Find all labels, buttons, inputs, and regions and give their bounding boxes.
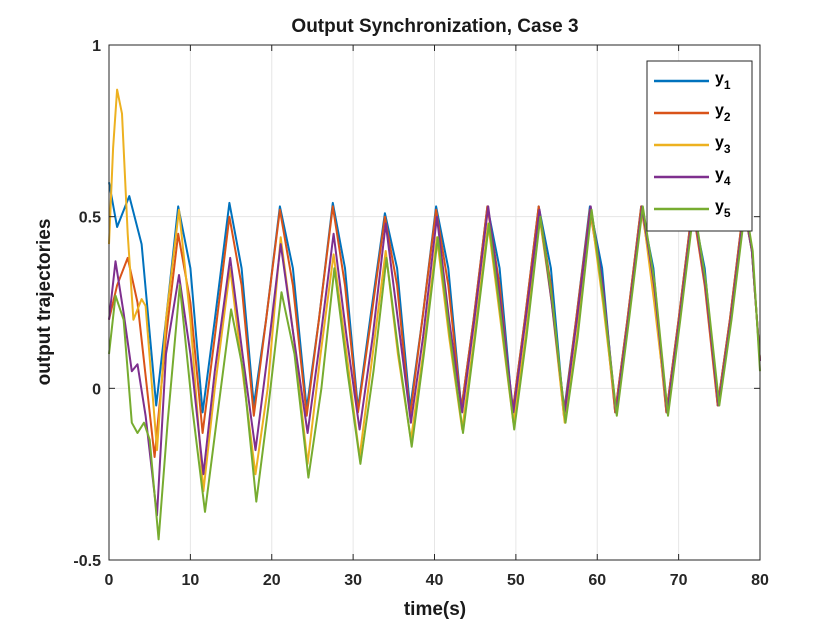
series-group xyxy=(108,88,761,541)
y-tick-label: -0.5 xyxy=(73,553,101,570)
ticks: 0 10 20 30 40 50 60 70 80-0.500.51 xyxy=(73,38,769,589)
x-tick-label: 80 xyxy=(751,572,769,589)
series-line-y5 xyxy=(108,205,761,541)
y-axis-label: output trajectories xyxy=(34,219,55,386)
x-axis-label: time(s) xyxy=(404,599,466,620)
x-tick-label: 30 xyxy=(344,572,362,589)
legend-label-y4: y4 xyxy=(715,166,731,188)
legend-label-y3: y3 xyxy=(715,134,731,156)
y-tick-label: 0 xyxy=(92,381,101,398)
legend-label-y2: y2 xyxy=(715,102,731,124)
x-tick-label: 50 xyxy=(507,572,525,589)
chart-title: Output Synchronization, Case 3 xyxy=(291,16,578,37)
x-tick-label: 10 xyxy=(181,572,199,589)
legend-label-y1: y1 xyxy=(715,70,731,92)
x-tick-label: 20 xyxy=(263,572,281,589)
x-tick-label: 0 xyxy=(105,572,114,589)
x-tick-label: 60 xyxy=(588,572,606,589)
legend: y1 y2 y3 y4 y5 xyxy=(646,60,753,232)
y-tick-label: 0.5 xyxy=(79,210,101,227)
x-tick-label: 70 xyxy=(670,572,688,589)
y-tick-label: 1 xyxy=(92,38,101,55)
x-tick-label: 40 xyxy=(426,572,444,589)
legend-label-y5: y5 xyxy=(715,198,731,220)
